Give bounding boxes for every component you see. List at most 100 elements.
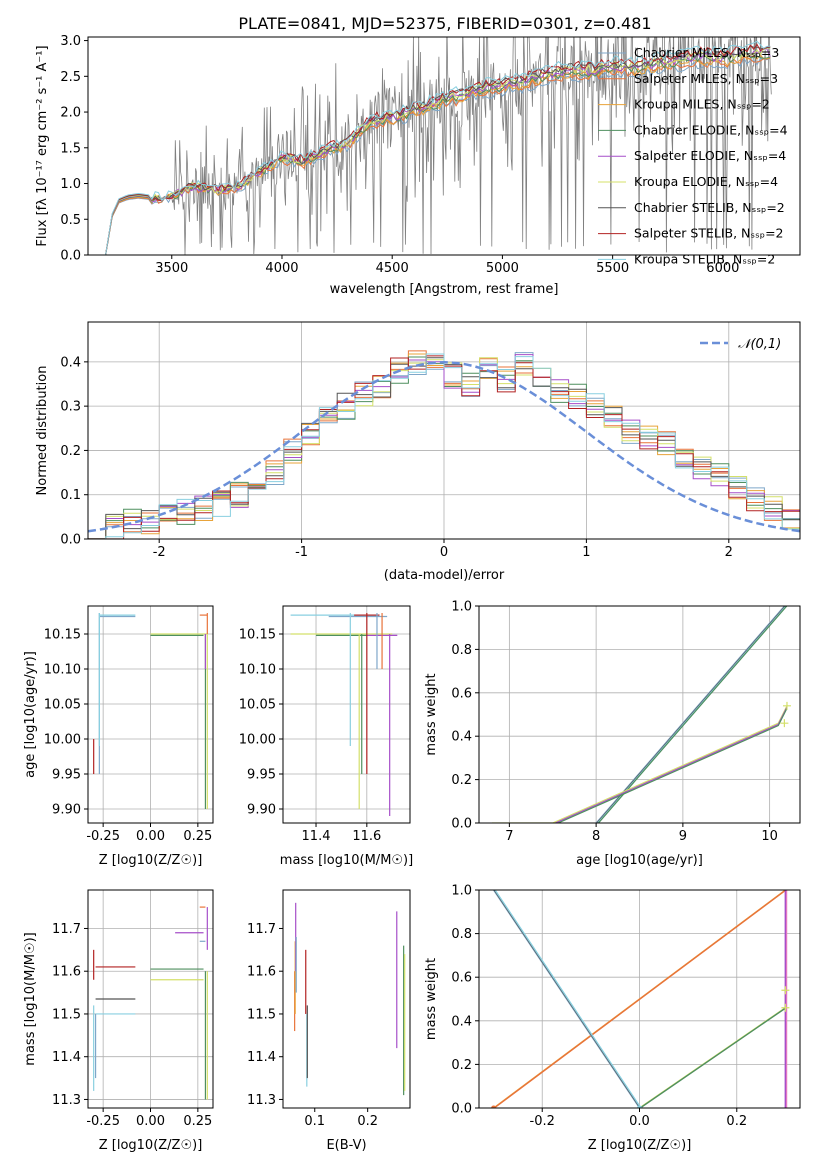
weight-marker (491, 1105, 497, 1108)
y-tick-label: 0.0 (451, 817, 472, 832)
y-tick-label: 0.5 (60, 213, 81, 228)
x-tick-label: 0.00 (136, 1114, 165, 1129)
x-tick-label: 8 (592, 829, 600, 844)
legend-entry: Salpeter STELIB, Nₛₛₚ=2 (634, 226, 784, 241)
cumulative-weight-line (493, 890, 787, 1108)
cumulative-weight-line (494, 890, 642, 1108)
legend-entry: Salpeter ELODIE, Nₛₛₚ=4 (634, 148, 786, 163)
cumulative-weight-line (553, 706, 788, 823)
y-tick-label: 1.5 (60, 141, 81, 156)
y-tick-label: 11.3 (247, 1093, 276, 1108)
y-tick-label: 11.6 (52, 965, 81, 980)
x-tick-label: 5500 (596, 261, 629, 276)
y-tick-label: 0.3 (60, 400, 81, 415)
figure-title: PLATE=0841, MJD=52375, FIBERID=0301, z=0… (238, 14, 651, 33)
y-tick-label: 0.8 (451, 927, 472, 942)
x-axis-label: wavelength [Angstrom, rest frame] (330, 282, 559, 297)
y-tick-label: 11.4 (52, 1050, 81, 1065)
y-tick-label: 11.6 (247, 965, 276, 980)
legend-entry: Chabrier MILES, Nₛₛₚ=3 (634, 45, 779, 60)
x-tick-label: -0.2 (530, 1114, 555, 1129)
weight-marker (637, 1105, 642, 1108)
x-axis-label: mass [log10(M/M☉)] (280, 853, 413, 868)
mass-weight-vs-age-panel: 7 8 9 10 0.0 0.2 0.4 0.6 0.8 1.0 age [log10(age/yr… (424, 600, 801, 868)
axes-border (282, 605, 411, 824)
x-axis-label: E(B-V) (326, 1138, 366, 1153)
x-tick-label: 0.0 (629, 1114, 650, 1129)
axes-frame: -2 -1 0 1 2 0.0 0.1 0.2 0.3 0.4 (data-model)/error… (35, 321, 801, 583)
y-tick-label: 3.0 (60, 34, 81, 49)
y-tick-label: 10.15 (44, 628, 81, 643)
y-tick-label: 10.10 (44, 663, 81, 678)
y-tick-label: 0.6 (451, 686, 472, 701)
spectrum-panel: 3500 4000 4500 5000 5500 6000 0.0 0.5 1.0 1.5 2.0 2… (35, 34, 801, 297)
weight-marker (780, 719, 789, 728)
x-tick-label: 5000 (486, 261, 519, 276)
y-tick-label: 9.90 (247, 803, 276, 818)
axes-frame: 7 8 9 10 0.0 0.2 0.4 0.6 0.8 1.0 age [log10(age/yr… (424, 600, 801, 868)
y-tick-label: 10.15 (239, 628, 276, 643)
spectrum-legend: Chabrier MILES, Nₛₛₚ=3 Salpeter MILES, Nₛ… (598, 45, 788, 266)
axes-frame: -0.2 0.0 0.2 0.0 0.2 0.4 0.6 0.8 1.0 Z [log10(Z/Z… (424, 884, 801, 1153)
y-tick-label: 11.7 (247, 922, 276, 937)
axes-border (478, 605, 801, 824)
y-tick-label: 10.05 (239, 698, 276, 713)
y-tick-label: 2.5 (60, 70, 81, 85)
y-tick-label: 10.10 (239, 663, 276, 678)
weight-marker (781, 1003, 790, 1012)
legend-entry: Kroupa ELODIE, Nₛₛₚ=4 (634, 174, 778, 189)
y-tick-label: 1.0 (451, 600, 472, 615)
x-tick-label: -0.25 (86, 1114, 120, 1129)
y-tick-label: 11.7 (52, 922, 81, 937)
plot-area (93, 906, 208, 1100)
x-tick-label: 9 (679, 829, 687, 844)
x-tick-label: 0.1 (304, 1114, 325, 1129)
x-tick-label: 0.2 (726, 1114, 747, 1129)
y-tick-label: 9.95 (247, 768, 276, 783)
axes-frame: 3500 4000 4500 5000 5500 6000 0.0 0.5 1.0 1.5 2.0 2… (35, 34, 801, 297)
plot-area (492, 606, 791, 823)
x-tick-label: -0.25 (86, 829, 120, 844)
y-axis-label: mass weight (424, 958, 439, 1040)
cumulative-weight-line (598, 606, 788, 823)
cumulative-weight-line (596, 606, 786, 823)
y-axis-label: Normed distribution (35, 366, 50, 496)
axes-frame: -0.25 0.00 0.25 9.90 9.95 10.00 10.05 10.10 10.1… (23, 605, 214, 868)
spectrum-model-line (105, 54, 771, 255)
x-tick-label: 4500 (376, 261, 409, 276)
y-tick-label: 10.00 (239, 733, 276, 748)
legend-entry: Chabrier ELODIE, Nₛₛₚ=4 (634, 122, 788, 137)
y-axis-label: mass weight (424, 673, 439, 755)
legend-entry: Kroupa MILES, Nₛₛₚ=2 (634, 97, 770, 112)
y-tick-label: 9.90 (52, 803, 81, 818)
y-tick-label: 2.0 (60, 106, 81, 121)
cumulative-weight-line (597, 606, 787, 823)
spectrum-model-line (105, 43, 771, 255)
legend-entry: Chabrier STELIB, Nₛₛₚ=2 (634, 200, 785, 215)
x-axis-label: age [log10(age/yr)] (576, 853, 703, 868)
cumulative-weight-line (556, 707, 788, 823)
axes-frame: 11.4 11.6 9.90 9.95 10.00 10.05 10.10 10.15 mass… (239, 605, 413, 868)
axes-border (87, 36, 801, 256)
x-tick-label: 3500 (155, 261, 188, 276)
x-tick-label: 0.2 (357, 1114, 378, 1129)
y-tick-label: 0.1 (60, 488, 81, 503)
y-tick-label: 0.2 (60, 444, 81, 459)
y-axis-label: Flux [fλ 10⁻¹⁷ erg cm⁻² s⁻¹ A⁻¹] (35, 45, 50, 246)
y-tick-label: 0.4 (60, 355, 81, 370)
y-tick-label: 1.0 (60, 177, 81, 192)
plot-area (93, 613, 208, 809)
x-tick-label: 4000 (265, 261, 298, 276)
x-tick-label: 6000 (706, 261, 739, 276)
y-axis-label: age [log10(age/yr)] (23, 651, 38, 778)
y-tick-label: 9.95 (52, 768, 81, 783)
x-axis-label: Z [log10(Z/Z☉)] (99, 1138, 203, 1153)
weight-marker (782, 701, 791, 710)
y-tick-label: 1.0 (451, 884, 472, 899)
mass-vs-extinction-panel: 0.1 0.2 11.3 11.4 11.5 11.6 11.7 E(B-V) (247, 889, 411, 1153)
plot-area (294, 902, 406, 1096)
x-tick-label: -1 (295, 545, 308, 560)
x-tick-label: 7 (505, 829, 513, 844)
legend-entry: 𝒩(0,1) (738, 337, 781, 352)
age-vs-metallicity-panel: -0.25 0.00 0.25 9.90 9.95 10.00 10.05 10.10 10.1… (23, 605, 214, 868)
